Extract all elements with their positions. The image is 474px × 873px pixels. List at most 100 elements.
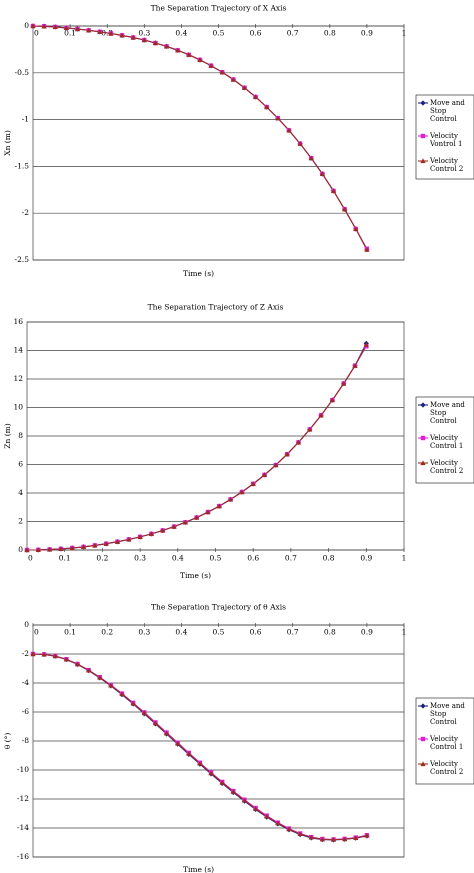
x-axis-label: Time (s) (183, 269, 214, 278)
data-point-3 (241, 797, 248, 803)
data-point-3 (197, 57, 203, 62)
y-tick-label: -4 (22, 678, 30, 687)
data-point-3 (30, 651, 36, 657)
x-tick-label: 0 (34, 29, 39, 38)
legend-marker-2 (420, 435, 426, 441)
legend-marker-3 (420, 761, 426, 767)
data-point-3 (308, 155, 314, 161)
data-point-3 (364, 832, 370, 838)
legend-label: Stop (430, 409, 447, 417)
chart-3: The Separation Trajectory of θ Axis 0 -2 -4… (3, 603, 474, 873)
y-tick-label: -16 (17, 852, 29, 861)
data-point-3 (130, 34, 136, 40)
data-point-3 (364, 247, 370, 252)
data-point-3 (63, 25, 69, 30)
legend-marker-3 (420, 158, 426, 164)
y-tick-label: -1.5 (15, 161, 30, 170)
data-point-3 (119, 32, 125, 38)
chart-title: The Separation Trajectory of Z Axis (148, 303, 284, 312)
y-tick-label: 16 (13, 317, 23, 326)
data-point-3 (250, 481, 256, 486)
chart-title: The Separation Trajectory of X Axis (151, 4, 287, 13)
data-point-3 (342, 836, 348, 842)
legend-label: Vontrol 1 (429, 140, 462, 148)
x-tick-label: 0.4 (175, 29, 187, 38)
y-tick-label: 0 (24, 21, 29, 30)
legend-label: Control (430, 417, 457, 425)
legend-marker-3 (420, 460, 426, 466)
legend-label: Control 1 (430, 442, 463, 450)
data-point-3 (253, 94, 259, 100)
data-point-3 (353, 226, 359, 232)
data-point-3 (342, 206, 348, 212)
y-tick-label: 12 (13, 374, 23, 383)
data-point-3 (318, 412, 324, 418)
data-point-3 (148, 531, 155, 536)
y-tick-label: -8 (22, 736, 30, 745)
data-point-3 (353, 835, 359, 840)
data-point-3 (275, 115, 281, 121)
legend-label: Control 2 (430, 467, 463, 475)
data-point-3 (352, 363, 358, 368)
data-point-3 (186, 52, 192, 57)
legend-marker-1 (420, 402, 426, 408)
data-point-3 (152, 40, 159, 46)
x-tick-label: 0.9 (360, 554, 372, 563)
data-point-3 (130, 700, 136, 706)
data-point-3 (239, 489, 245, 495)
x-axis-label: Time (s) (180, 571, 211, 580)
legend-label: Control 1 (430, 743, 463, 751)
data-point-3 (286, 826, 292, 832)
legend-box (415, 94, 474, 180)
data-point-3 (175, 47, 181, 53)
data-point-3 (175, 740, 181, 746)
legend-label: Stop (430, 710, 447, 718)
data-point-3 (160, 527, 166, 533)
data-point-3 (197, 760, 203, 766)
legend-label: Move and (430, 702, 465, 710)
data-point-3 (216, 503, 222, 509)
data-point-3 (92, 542, 98, 548)
x-tick-label: 0.8 (324, 628, 336, 637)
legend-marker-2 (420, 133, 426, 139)
data-point-3 (241, 85, 248, 90)
x-tick-label: 0.4 (175, 628, 187, 637)
x-tick-label: 1 (402, 554, 407, 563)
legend-label: Stop (430, 107, 447, 115)
chart-title: The Separation Trajectory of θ Axis (151, 603, 286, 612)
data-point-3 (227, 496, 234, 502)
data-point-3 (330, 837, 337, 842)
data-point-3 (297, 141, 303, 146)
data-point-3 (307, 426, 313, 432)
data-point-3 (163, 43, 170, 49)
data-point-3 (108, 30, 114, 36)
data-point-3 (114, 539, 121, 544)
data-point-3 (74, 661, 81, 667)
data-point-3 (275, 820, 281, 826)
y-tick-label: -6 (22, 707, 30, 716)
data-point-3 (52, 653, 58, 659)
data-point-3 (208, 770, 214, 776)
data-point-3 (230, 789, 236, 794)
data-point-3 (273, 462, 279, 468)
x-tick-label: 0.7 (285, 554, 297, 563)
plot-area (32, 25, 405, 261)
legend-label: Control 2 (430, 165, 463, 173)
data-point-3 (194, 514, 200, 520)
data-point-3 (63, 656, 69, 662)
y-tick-label: 4 (18, 488, 23, 497)
data-point-3 (171, 524, 177, 529)
data-point-3 (86, 667, 92, 673)
y-tick-label: 2 (18, 517, 23, 526)
data-point-3 (35, 547, 41, 552)
legend-label: Velocity (429, 735, 458, 743)
data-point-3 (126, 536, 132, 542)
legend-box (415, 396, 474, 484)
x-tick-label: 0.2 (96, 554, 108, 563)
data-point-3 (330, 188, 337, 194)
data-point-3 (41, 23, 47, 29)
data-point-3 (108, 682, 114, 688)
data-point-3 (80, 544, 87, 549)
x-tick-label: 0.1 (59, 554, 71, 563)
